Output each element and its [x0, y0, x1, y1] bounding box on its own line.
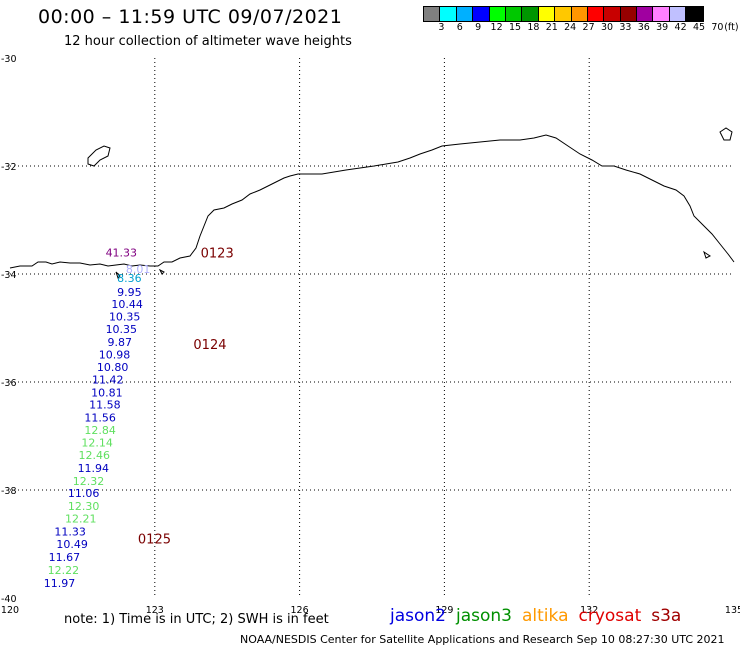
wave-height-label: 10.44	[111, 298, 143, 311]
lat-tick-label: -40	[1, 594, 17, 605]
wave-height-label: 9.87	[107, 336, 131, 349]
legend-entry-cryosat: cryosat	[578, 606, 642, 626]
lon-tick-label: 126	[291, 605, 309, 616]
wave-height-label: 10.35	[109, 311, 140, 324]
wave-height-label: 11.42	[92, 373, 124, 386]
colorbar-label: 30	[600, 22, 614, 33]
credit-line: NOAA/NESDIS Center for Satellite Applica…	[240, 633, 725, 646]
colorbar-swatch	[653, 7, 670, 21]
map-subtitle: 12 hour collection of altimeter wave hei…	[64, 34, 352, 49]
colorbar-swatch	[424, 7, 441, 21]
colorbar-swatch	[571, 7, 588, 21]
lat-tick-label: -30	[1, 54, 17, 65]
wave-height-label: 12.30	[68, 500, 100, 513]
wave-height-label: 10.98	[99, 348, 131, 361]
colorbar-label: 27	[582, 22, 595, 33]
colorbar-swatch	[686, 7, 703, 21]
colorbar-swatch	[620, 7, 638, 21]
legend-entry-jason2: jason2	[390, 606, 446, 626]
map-title: 00:00 – 11:59 UTC 09/07/2021	[38, 6, 343, 28]
wave-height-label: 41.33	[106, 246, 137, 259]
legend-entry-s3a: s3a	[651, 606, 682, 626]
wave-height-label: 10.35	[106, 323, 137, 336]
wave-height-label: 11.94	[78, 462, 110, 475]
colorbar-label: 42	[674, 22, 687, 33]
colorbar-swatch	[489, 7, 506, 21]
wave-height-label: 12.84	[84, 424, 116, 437]
legend-entry-altika: altika	[522, 606, 569, 626]
colorbar-label: 39	[656, 22, 669, 33]
wave-height-label: 12.14	[81, 436, 113, 449]
wave-height-label: 9.95	[117, 286, 142, 299]
lat-tick-label: -36	[1, 378, 17, 389]
colorbar-label: 12	[490, 22, 503, 33]
colorbar-swatch	[473, 7, 490, 21]
satellite-legend: jason2 jason3 altika cryosat s3a	[390, 606, 691, 626]
wave-height-label: 11.06	[68, 487, 100, 500]
lon-tick-label: 132	[580, 605, 598, 616]
pass-number-label: 0125	[138, 533, 171, 548]
wave-height-colorbar	[423, 6, 704, 22]
lon-tick-label: 129	[435, 605, 453, 616]
wave-height-label: 10.80	[97, 361, 129, 374]
coastline	[9, 127, 735, 279]
wave-height-label: 11.33	[54, 526, 86, 539]
graticule	[10, 58, 734, 598]
colorbar-label: 45	[692, 22, 706, 33]
wave-height-label: 8.01	[126, 263, 151, 276]
wave-height-label: 12.46	[79, 449, 111, 462]
colorbar-swatch	[522, 7, 539, 21]
wave-height-label: 8.36	[117, 272, 142, 285]
wave-height-label: 11.56	[84, 412, 116, 425]
colorbar-unit: (ft)	[724, 22, 739, 33]
wave-height-observations: 41.338.018.369.9510.4410.3510.359.8710.9…	[44, 246, 151, 589]
colorbar-swatch	[538, 7, 556, 21]
axis-tick-labels: 120 123 126 129 132 135 -30 -32 -34 -36 -38 -40	[1, 54, 740, 616]
lat-tick-label: -38	[1, 486, 17, 497]
wave-height-label: 10.81	[91, 386, 123, 399]
colorbar-swatch	[555, 7, 572, 21]
pass-number-label: 0124	[193, 338, 226, 353]
colorbar-label: 6	[456, 22, 463, 33]
lon-tick-label: 123	[146, 605, 164, 616]
wave-height-label: 12.32	[73, 475, 105, 488]
wave-height-label: 10.49	[56, 538, 88, 551]
colorbar-label: 21	[545, 22, 558, 33]
lon-tick-label: 135	[725, 605, 740, 616]
colorbar-swatch	[669, 7, 687, 21]
wave-height-label: 11.97	[44, 577, 76, 590]
colorbar-label: 36	[637, 22, 650, 33]
pass-labels: 0123 0124 0125	[138, 246, 234, 547]
lat-tick-label: -32	[1, 162, 17, 173]
footer-note: note: 1) Time is in UTC; 2) SWH is in fe…	[64, 612, 329, 627]
colorbar-swatch	[440, 7, 457, 21]
wave-height-label: 11.67	[49, 551, 81, 564]
pass-number-label: 0123	[201, 246, 234, 261]
lon-tick-label: 120	[1, 605, 19, 616]
colorbar-swatch	[637, 7, 654, 21]
wave-height-label: 12.22	[48, 564, 79, 577]
colorbar-label: 33	[619, 22, 632, 33]
colorbar-label: 9	[475, 22, 482, 33]
colorbar-swatch	[456, 7, 474, 21]
colorbar-label: 70	[711, 22, 724, 33]
colorbar-label: 24	[564, 22, 577, 33]
colorbar-swatch	[604, 7, 621, 21]
colorbar-label: 15	[508, 22, 522, 33]
legend-entry-jason3: jason3	[456, 606, 512, 626]
wave-height-label: 11.58	[89, 399, 121, 412]
colorbar-label: 18	[527, 22, 540, 33]
colorbar-swatch	[505, 7, 523, 21]
lat-tick-label: -34	[1, 270, 17, 281]
colorbar-label: 3	[438, 22, 445, 33]
wave-height-label: 12.21	[65, 513, 97, 526]
colorbar-swatch	[587, 7, 605, 21]
